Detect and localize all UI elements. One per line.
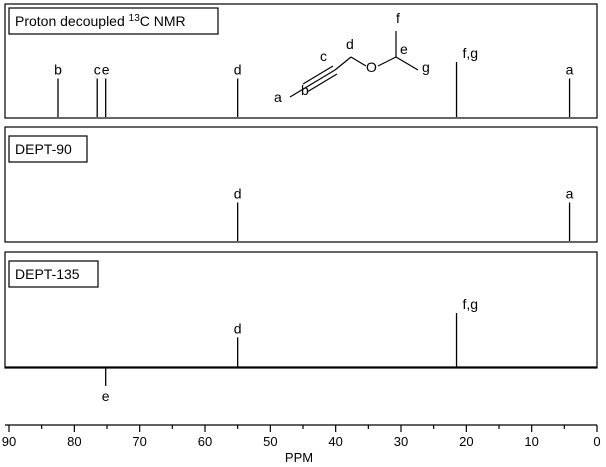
axis-title: PPM — [285, 450, 313, 465]
panel-dept135-frame — [4, 251, 598, 369]
panel-proton-decoupled: Proton decoupled 13C NMR b c e df,ga a b c … — [4, 3, 598, 119]
bond-d-o — [350, 56, 367, 67]
axis-tick-label: 40 — [328, 434, 342, 449]
atom-label-e: e — [400, 41, 408, 57]
panel-dept135-title: DEPT-135 — [15, 266, 80, 282]
axis-ticks: 90 80 70 60 50 40 30 20 10 0 — [2, 425, 601, 449]
peak-label-dept90-d: d — [234, 186, 242, 202]
atom-label-b: b — [301, 82, 309, 98]
peak-label-dept90-a: a — [566, 186, 574, 202]
atom-label-a: a — [274, 89, 282, 105]
panel-proton-title-tail: C NMR — [140, 13, 186, 29]
panel-proton-title-main: Proton decoupled — [15, 13, 129, 29]
peak-label-proton-e: e — [102, 62, 110, 78]
atom-label-oxygen: O — [366, 59, 377, 75]
axis-tick-label: 0 — [593, 434, 600, 449]
panel-dept135-peaks: f,g d e — [5, 296, 597, 404]
peak-label-dept135-d: d — [234, 320, 242, 336]
panel-proton-title: Proton decoupled 13C NMR — [15, 13, 186, 29]
atom-label-f: f — [396, 10, 400, 26]
bond-a-b — [289, 87, 306, 98]
atom-label-g: g — [422, 59, 430, 75]
peak-label-proton-a: a — [566, 62, 574, 78]
axis-tick-label: 60 — [198, 434, 212, 449]
bond-o-e — [377, 56, 397, 67]
peak-label-proton-d: d — [234, 62, 242, 78]
ppm-axis: 90 80 70 60 50 40 30 20 10 0 PPM — [2, 424, 601, 465]
panel-dept90-title: DEPT-90 — [15, 141, 72, 157]
bond-e-g — [395, 56, 419, 71]
peak-label-proton-b: b — [54, 62, 62, 78]
bond-c-d — [334, 56, 352, 71]
molecule-structure: a b c d O e f g — [274, 10, 430, 105]
axis-tick-label: 90 — [2, 434, 16, 449]
axis-tick-label: 80 — [67, 434, 81, 449]
panel-dept90-frame — [4, 126, 598, 243]
panel-dept90-title-box — [8, 135, 88, 163]
triple-bond-center — [304, 69, 336, 89]
panel-proton-title-sup: 13 — [129, 13, 141, 24]
axis-tick-label: 20 — [459, 434, 473, 449]
panel-proton-title-box — [8, 7, 219, 35]
panel-dept-135: DEPT-135 f,g d e — [4, 251, 598, 404]
axis-tick-label: 30 — [394, 434, 408, 449]
triple-bond-upper — [302, 65, 334, 85]
peak-label-dept135-fg: f,g — [463, 296, 479, 312]
panel-proton-peaks: b c e df,ga — [54, 45, 574, 117]
peak-label-dept135-e: e — [102, 388, 110, 404]
axis-tick-label: 70 — [132, 434, 146, 449]
atom-label-c: c — [320, 48, 327, 64]
axis-tick-label: 50 — [263, 434, 277, 449]
panel-dept135-title-box — [8, 260, 99, 288]
axis-tick-label: 10 — [524, 434, 538, 449]
triple-bond-lower — [306, 73, 338, 93]
peak-label-proton-c: c — [94, 62, 101, 78]
atom-label-d: d — [346, 36, 354, 52]
peak-label-proton-fg: f,g — [463, 45, 479, 61]
